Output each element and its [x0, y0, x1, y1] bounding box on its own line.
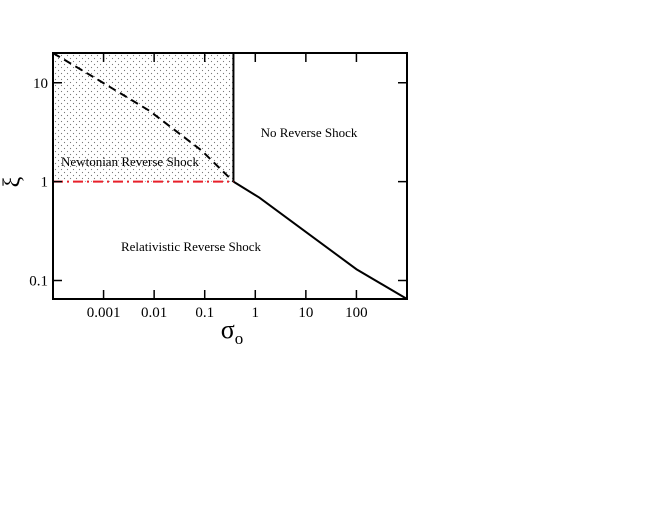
annotation: Newtonian Reverse Shock	[61, 154, 199, 169]
y-tick-label: 0.1	[29, 274, 48, 290]
x-tick-label: 1	[252, 305, 260, 321]
x-axis-label: σo	[221, 315, 244, 348]
series-line	[232, 180, 408, 300]
shaded-region	[53, 53, 234, 182]
annotation: Relativistic Reverse Shock	[121, 239, 262, 254]
x-tick-label: 0.001	[87, 305, 121, 321]
x-tick-label: 0.01	[141, 305, 167, 321]
x-tick-label: 100	[345, 305, 368, 321]
annotation: No Reverse Shock	[261, 125, 358, 140]
plot-frame	[52, 52, 408, 300]
x-label-symbol: σ	[221, 315, 235, 344]
x-label-subscript: o	[235, 329, 244, 348]
y-tick-label: 10	[33, 76, 48, 92]
x-tick-label: 10	[298, 305, 313, 321]
y-axis-label: ξ	[0, 176, 26, 187]
y-tick-label: 1	[41, 175, 49, 191]
x-tick-label: 0.1	[195, 305, 214, 321]
